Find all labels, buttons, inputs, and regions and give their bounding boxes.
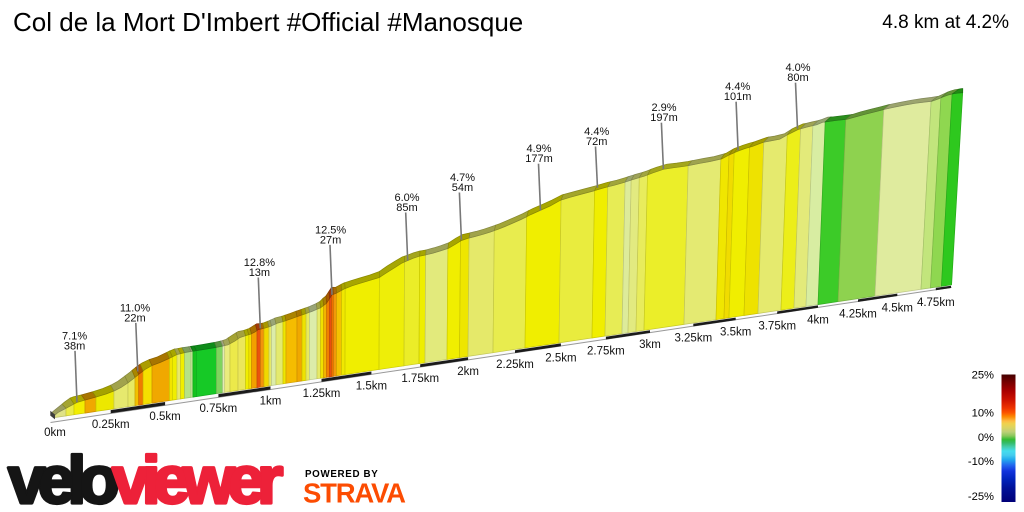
svg-text:11.0%: 11.0% bbox=[120, 302, 151, 314]
svg-text:4.4%: 4.4% bbox=[584, 126, 609, 138]
svg-text:4.5km: 4.5km bbox=[882, 303, 913, 315]
svg-text:4km: 4km bbox=[807, 314, 829, 326]
svg-text:4.4%: 4.4% bbox=[725, 81, 750, 93]
svg-text:54m: 54m bbox=[452, 182, 473, 194]
svg-text:veloviewer: veloviewer bbox=[8, 443, 283, 512]
svg-text:-25%: -25% bbox=[968, 491, 994, 503]
svg-text:0km: 0km bbox=[44, 427, 66, 439]
svg-text:0%: 0% bbox=[978, 432, 994, 444]
svg-text:101m: 101m bbox=[724, 91, 752, 103]
svg-text:2.75km: 2.75km bbox=[587, 346, 625, 358]
svg-text:2.9%: 2.9% bbox=[651, 102, 676, 114]
svg-text:12.5%: 12.5% bbox=[315, 224, 346, 236]
svg-text:3.5km: 3.5km bbox=[720, 327, 751, 339]
svg-text:85m: 85m bbox=[396, 202, 417, 214]
svg-text:10%: 10% bbox=[972, 408, 994, 420]
svg-text:22m: 22m bbox=[124, 312, 145, 324]
svg-text:7.1%: 7.1% bbox=[62, 330, 87, 342]
svg-text:-10%: -10% bbox=[968, 456, 994, 468]
svg-text:72m: 72m bbox=[586, 136, 607, 148]
svg-text:0.75km: 0.75km bbox=[200, 403, 238, 415]
svg-text:2km: 2km bbox=[457, 366, 479, 378]
svg-text:2.5km: 2.5km bbox=[545, 352, 576, 364]
svg-text:3.25km: 3.25km bbox=[674, 333, 712, 345]
svg-text:4.0%: 4.0% bbox=[785, 62, 810, 74]
svg-text:13m: 13m bbox=[249, 267, 270, 279]
svg-text:80m: 80m bbox=[787, 72, 808, 84]
svg-text:1.5km: 1.5km bbox=[356, 380, 387, 392]
svg-text:197m: 197m bbox=[650, 112, 678, 124]
svg-text:POWERED BY: POWERED BY bbox=[305, 469, 378, 480]
svg-text:0.25km: 0.25km bbox=[92, 419, 130, 431]
svg-text:38m: 38m bbox=[64, 340, 85, 352]
svg-text:STRAVA: STRAVA bbox=[303, 478, 406, 509]
svg-text:4.7%: 4.7% bbox=[450, 172, 475, 184]
svg-text:1km: 1km bbox=[260, 395, 282, 407]
svg-text:4.25km: 4.25km bbox=[839, 308, 877, 320]
svg-text:1.25km: 1.25km bbox=[303, 388, 341, 400]
svg-text:4.9%: 4.9% bbox=[526, 143, 551, 155]
svg-text:1.75km: 1.75km bbox=[401, 373, 439, 385]
svg-text:27m: 27m bbox=[320, 234, 341, 246]
svg-text:25%: 25% bbox=[972, 370, 994, 382]
svg-text:12.8%: 12.8% bbox=[244, 257, 275, 269]
svg-text:0.5km: 0.5km bbox=[149, 411, 180, 423]
svg-text:6.0%: 6.0% bbox=[394, 192, 419, 204]
svg-text:177m: 177m bbox=[525, 153, 553, 165]
svg-text:Col de la Mort D'Imbert #Offic: Col de la Mort D'Imbert #Official #Manos… bbox=[13, 7, 523, 37]
svg-text:4.75km: 4.75km bbox=[917, 297, 955, 309]
svg-text:3.75km: 3.75km bbox=[758, 320, 796, 332]
svg-text:2.25km: 2.25km bbox=[496, 359, 534, 371]
svg-text:4.8 km at 4.2%: 4.8 km at 4.2% bbox=[882, 12, 1009, 33]
svg-text:3km: 3km bbox=[639, 339, 661, 351]
